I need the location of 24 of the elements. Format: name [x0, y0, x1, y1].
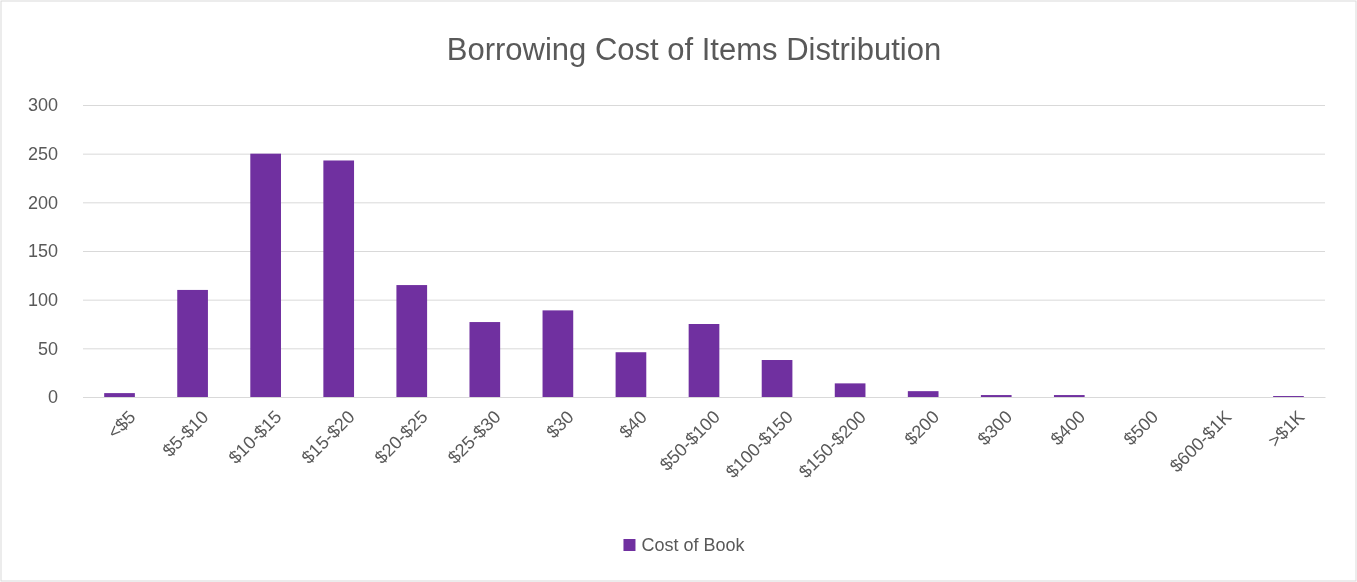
chart-title: Borrowing Cost of Items Distribution: [446, 32, 942, 67]
bar: [469, 322, 501, 397]
bar: [250, 153, 281, 397]
x-tick-label: $30: [542, 406, 578, 443]
y-tick-label: 50: [37, 338, 58, 359]
bar: [834, 383, 866, 397]
x-tick-label: $40: [615, 406, 651, 443]
bar: [104, 393, 135, 397]
y-tick-label: 150: [27, 241, 58, 262]
bar: [688, 324, 720, 397]
bar: [542, 310, 574, 397]
bar: [177, 289, 208, 397]
y-tick-label: 100: [27, 289, 58, 310]
y-tick-label: 250: [27, 143, 58, 164]
y-tick-label: 300: [27, 95, 58, 116]
bar: [615, 352, 647, 397]
bar: [761, 360, 793, 397]
y-tick-label: 0: [47, 387, 58, 408]
y-tick-label: 200: [27, 192, 58, 213]
x-tick-label: <$5: [103, 406, 140, 443]
bar: [907, 391, 939, 397]
bar: [323, 160, 355, 397]
bar: [396, 285, 428, 397]
legend-label: Cost of Book: [641, 535, 746, 555]
